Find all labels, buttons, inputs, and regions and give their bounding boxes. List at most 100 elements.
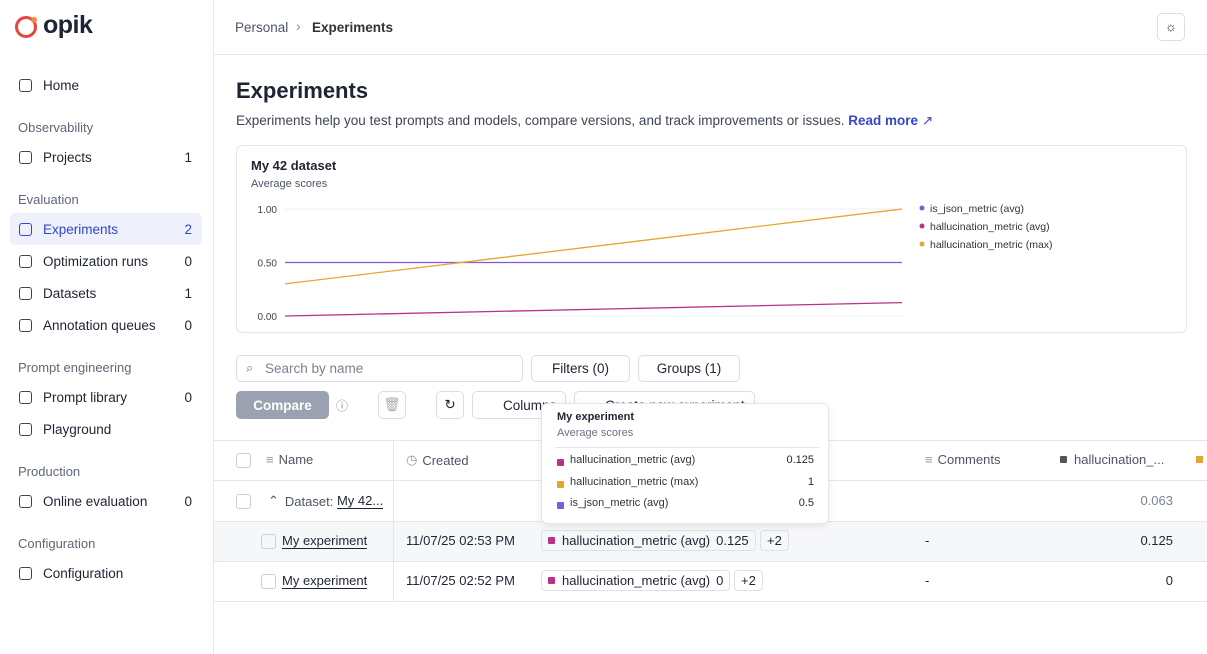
group-name[interactable]: My 42... (336, 493, 384, 509)
nav-count: 0 (184, 389, 192, 405)
nav-count: 1 (184, 149, 192, 165)
score-swatch (548, 577, 555, 584)
tooltip-label: is_json_metric (avg) (570, 497, 669, 509)
group-value: 0.063 (1140, 493, 1173, 508)
tooltip-swatch (557, 480, 564, 488)
tooltip-label: hallucination_metric (max) (570, 475, 699, 488)
nav-count: 0 (184, 317, 192, 333)
score-value: 0.125 (716, 533, 749, 548)
tooltip-value: 0.5 (798, 497, 814, 509)
page-title: Experiments (236, 78, 369, 103)
legend-label: is_json_metric (avg) (930, 203, 1024, 215)
nav-item[interactable]: Optimization runs 0 (10, 245, 202, 277)
y-tick-label: 0.00 (258, 312, 278, 323)
nav-icon (19, 286, 32, 300)
nav-item[interactable]: Annotation queues 0 (10, 309, 202, 341)
nav-item[interactable]: Experiments 2 (10, 213, 202, 245)
breadcrumb-item[interactable]: Personal (235, 20, 289, 35)
created: 11/07/25 02:52 PM (406, 573, 515, 588)
score-name: hallucination_metric (avg) (562, 533, 711, 548)
tooltip-label: hallucination_metric (avg) (570, 454, 696, 466)
row-hover (214, 521, 1207, 561)
comments: - (925, 573, 930, 588)
label: Groups (1) (656, 361, 722, 376)
logo: opik (43, 11, 93, 39)
nav-item[interactable]: Projects 1 (10, 141, 202, 173)
checkbox[interactable] (261, 534, 276, 549)
chart-subtitle: Average scores (251, 178, 328, 190)
tooltip-swatch (557, 502, 564, 509)
legend-swatch (919, 223, 925, 229)
breadcrumb-item[interactable]: Experiments (312, 20, 394, 35)
search-input[interactable]: Search by name (236, 355, 523, 382)
read-more-link[interactable]: Read more (848, 113, 919, 128)
column-header[interactable]: Name (278, 452, 314, 467)
score-name: hallucination_metric (avg) (562, 573, 711, 588)
line (284, 301, 903, 317)
section-title: Production (18, 464, 81, 479)
y-tick-label: 1.00 (258, 205, 278, 216)
description: Experiments help you test prompts and mo… (236, 113, 845, 128)
tooltip-title: My experiment (557, 411, 635, 423)
nav-label: Prompt library (43, 389, 128, 405)
help-icon[interactable]: ⓘ (336, 399, 349, 413)
label: Filters (0) (552, 361, 609, 376)
nav-icon (19, 150, 32, 164)
chart-title: My 42 dataset (251, 158, 337, 173)
legend-swatch (919, 205, 925, 211)
theme-toggle[interactable]: ☼ (1157, 13, 1185, 41)
nav-label: Annotation queues (43, 317, 156, 333)
column-header[interactable]: Created (422, 452, 469, 468)
nav-icon (19, 78, 32, 92)
nav-icon (19, 494, 32, 508)
line (284, 208, 903, 285)
score-value: 0 (716, 573, 724, 588)
nav-item[interactable]: Online evaluation 0 (10, 485, 202, 517)
chart-card: My 42 dataset Average scores 1.00 0.50 0.0… (236, 145, 1187, 333)
legend-swatch (919, 241, 925, 247)
checkbox[interactable] (261, 574, 276, 589)
nav-label: Online evaluation (43, 493, 148, 509)
breadcrumb-sep: › (296, 18, 301, 34)
nav-label: Home (43, 77, 80, 93)
logo-icon (15, 16, 37, 38)
column-header[interactable]: Comments (937, 452, 1001, 467)
nav-item[interactable]: Datasets 1 (10, 277, 202, 309)
nav-item[interactable]: Home (10, 69, 202, 101)
more-tag[interactable]: +2 (760, 530, 789, 551)
metric-value: 0 (1165, 573, 1173, 588)
compare-button[interactable]: Compare (236, 391, 329, 419)
delete-button[interactable]: 🗑 (378, 391, 406, 419)
nav-item[interactable]: Playground (10, 413, 202, 445)
column-header[interactable]: hallucination_... (1074, 452, 1165, 467)
nav-count: 0 (184, 493, 192, 509)
search-placeholder: Search by name (265, 361, 364, 376)
nav-icon (19, 254, 32, 268)
metric-value: 0.125 (1140, 533, 1173, 548)
nav-item[interactable]: Prompt library 0 (10, 381, 202, 413)
section-title: Evaluation (18, 192, 79, 207)
experiment-name[interactable]: My experiment (282, 573, 368, 589)
experiment-name[interactable]: My experiment (282, 533, 368, 549)
nav-label: Playground (43, 421, 112, 437)
page-description: Experiments help you test prompts and mo… (236, 113, 934, 128)
legend-label: hallucination_metric (avg) (930, 221, 1050, 233)
nav-icon (19, 222, 32, 236)
refresh-button[interactable]: ↻ (436, 391, 464, 419)
comments: - (925, 533, 930, 548)
more-tag[interactable]: +2 (734, 570, 763, 591)
nav-item[interactable]: Configuration (10, 557, 202, 589)
sidebar: opik Home Observability Projects 1 Evaluatio… (0, 0, 214, 654)
nav-label: Configuration (43, 565, 124, 581)
nav-count: 2 (184, 221, 192, 237)
score-tag: hallucination_metric (avg) 0 (541, 570, 731, 591)
nav-label: Optimization runs (43, 253, 149, 269)
tooltip-subtitle: Average scores (557, 427, 634, 439)
score-swatch (548, 537, 555, 544)
nav-icon (19, 422, 32, 436)
filters-button[interactable]: Filters (0) (531, 355, 630, 382)
created: 11/07/25 02:53 PM (406, 533, 515, 548)
groups-button[interactable]: Groups (1) (638, 355, 740, 382)
tooltip: My experiment Average scores hallucinati… (541, 403, 829, 524)
